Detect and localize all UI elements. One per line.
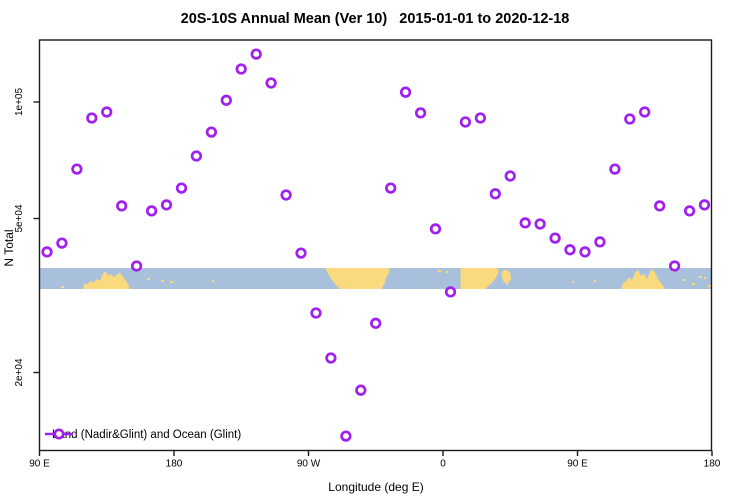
data-point <box>385 182 397 194</box>
data-point <box>474 112 487 124</box>
data-point <box>668 260 681 272</box>
data-point <box>444 286 457 298</box>
x-tick-label: 90 E <box>567 459 588 470</box>
x-tick-label: 180 <box>704 459 721 470</box>
data-point <box>340 430 352 442</box>
map-band-island <box>708 285 711 287</box>
data-point <box>698 199 711 211</box>
map-band-island <box>147 278 150 280</box>
data-point <box>564 244 576 256</box>
data-point <box>145 205 158 217</box>
data-point <box>504 170 516 182</box>
data-point <box>534 218 546 230</box>
map-band-island <box>212 280 214 282</box>
data-point <box>116 200 128 212</box>
data-point <box>683 205 696 217</box>
data-point <box>639 106 651 118</box>
data-point <box>101 106 113 118</box>
data-point <box>654 200 666 212</box>
data-point <box>414 107 427 119</box>
map-band-island <box>438 270 441 272</box>
data-point <box>355 384 367 396</box>
data-point <box>190 150 203 162</box>
y-tick-label: 5e+04 <box>14 204 25 233</box>
map-band-island <box>572 281 574 283</box>
data-point <box>489 188 501 200</box>
data-point <box>86 112 98 124</box>
y-tick-label: 2e+04 <box>14 358 25 387</box>
map-band-island <box>61 286 64 288</box>
map-band-land-patch <box>501 269 511 285</box>
data-point <box>205 126 218 138</box>
x-tick-label: 90 W <box>297 459 321 470</box>
data-point <box>429 223 442 235</box>
legend: Land (Nadir&Glint) and Ocean (Glint) <box>44 427 241 443</box>
data-point <box>265 77 277 89</box>
data-point <box>624 113 636 125</box>
data-point <box>56 237 68 249</box>
map-band-land-patch <box>621 269 665 289</box>
data-point <box>310 307 322 319</box>
data-point <box>459 116 472 128</box>
map-band-island <box>699 276 702 278</box>
map-band-island <box>170 281 173 283</box>
data-point <box>370 317 382 329</box>
x-tick-label: 180 <box>166 459 183 470</box>
data-point <box>519 217 531 229</box>
x-tick-label: 0 <box>440 459 446 470</box>
data-point <box>609 163 621 175</box>
plot-box <box>38 39 713 452</box>
data-point <box>325 352 337 364</box>
data-point <box>549 232 561 244</box>
map-band-island <box>692 283 695 285</box>
data-point <box>280 189 292 201</box>
map-band-island <box>594 280 596 282</box>
map-band-island <box>161 280 164 282</box>
map-band-land-patch <box>83 271 130 289</box>
data-point <box>71 163 83 175</box>
map-band-island <box>683 279 686 281</box>
map-band-island <box>704 277 706 279</box>
data-point <box>130 260 143 272</box>
data-point <box>594 236 606 248</box>
data-point <box>235 63 247 75</box>
legend-label: Land (Nadir&Glint) and Ocean (Glint) <box>52 429 242 441</box>
map-band-land-patch <box>460 268 499 289</box>
data-point <box>295 247 307 259</box>
data-point <box>41 246 53 258</box>
y-tick-label: 1e+05 <box>14 88 25 117</box>
data-point <box>220 94 232 106</box>
data-point <box>250 48 262 60</box>
data-point <box>579 246 591 258</box>
data-point <box>399 86 412 98</box>
chart-title: 20S-10S Annual Mean (Ver 10) 2015-01-01 … <box>180 11 570 27</box>
x-tick-label: 90 E <box>29 459 50 470</box>
data-point <box>160 199 173 211</box>
map-band-land-patch <box>325 268 390 289</box>
data-point <box>175 182 188 194</box>
map-band-island <box>446 271 448 273</box>
x-axis-label: Longitude (deg E) <box>328 480 424 494</box>
legend-marker-icon <box>45 428 73 440</box>
